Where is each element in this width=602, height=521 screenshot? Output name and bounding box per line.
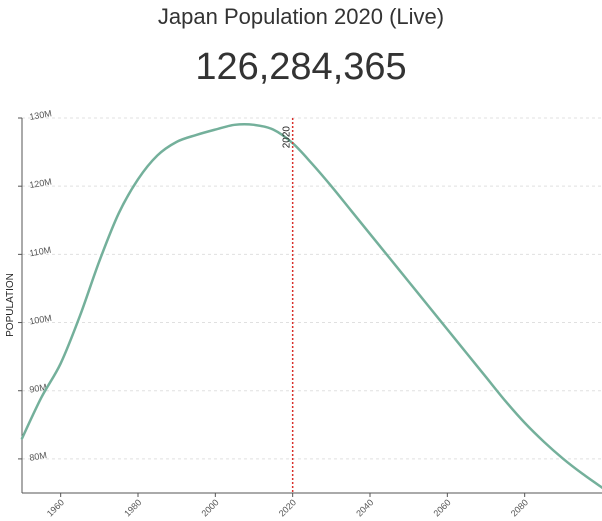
- grid-lines: [22, 117, 602, 460]
- x-tick-label-1960: 1960: [45, 497, 66, 518]
- y-tick-label-100: 100M: [29, 313, 53, 327]
- axes: [21, 118, 602, 494]
- y-tick-label-110: 110M: [29, 245, 52, 259]
- live-population-counter: 126,284,365: [195, 46, 407, 88]
- x-axis-ticks: 1960 1980 2000 2020 2040 2060 2080: [45, 493, 530, 519]
- y-axis-label: POPULATION: [5, 273, 16, 337]
- population-series-line-0: [20, 122, 602, 489]
- current-year-marker: 2020: [282, 118, 294, 493]
- x-tick-label-2060: 2060: [432, 497, 453, 518]
- y-axis-ticks: 80M 90M 100M 110M 120M 130M: [18, 108, 53, 463]
- x-tick-label-2000: 2000: [200, 497, 221, 518]
- series-layer: [20, 122, 602, 489]
- y-tick-label-120: 120M: [29, 176, 53, 190]
- x-tick-label-1980: 1980: [122, 497, 143, 518]
- marker-label-2020: 2020: [282, 126, 293, 149]
- x-tick-label-2020: 2020: [277, 497, 298, 518]
- y-tick-label-90: 90M: [29, 382, 48, 395]
- page-title: Japan Population 2020 (Live): [157, 4, 445, 29]
- y-tick-label-130: 130M: [29, 108, 53, 122]
- y-tick-label-80: 80M: [29, 450, 48, 463]
- x-tick-label-2040: 2040: [354, 497, 375, 518]
- x-tick-label-2080: 2080: [509, 497, 530, 518]
